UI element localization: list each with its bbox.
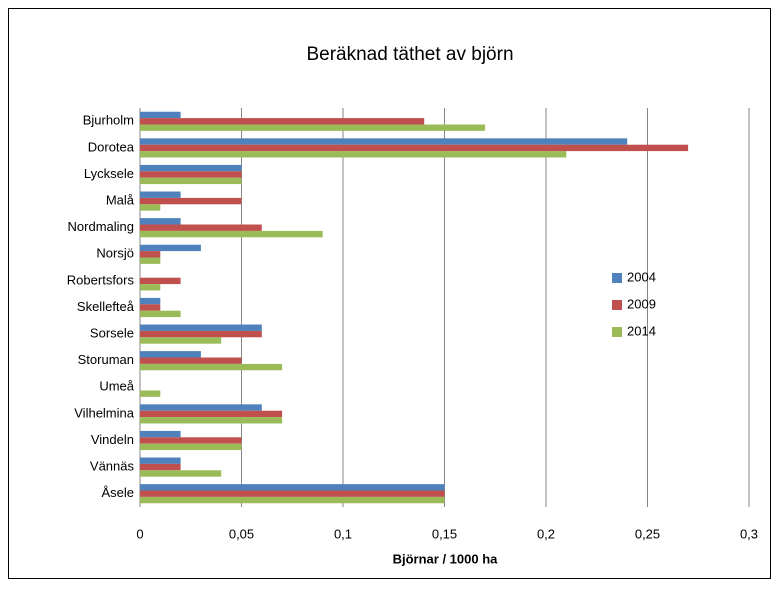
x-tick-label: 0 (136, 526, 143, 541)
bar (140, 230, 323, 238)
bar (140, 151, 567, 158)
legend-label: 2009 (627, 296, 656, 311)
bar (140, 251, 161, 258)
bar (140, 204, 161, 211)
bar (140, 218, 181, 225)
y-tick-label: Malå (106, 193, 135, 208)
bar (140, 297, 161, 305)
bar (140, 496, 445, 504)
chart-border (8, 8, 771, 579)
legend-swatch (612, 273, 622, 283)
bar (140, 363, 283, 371)
y-tick-label: Nordmaling (68, 219, 134, 234)
bar (140, 330, 262, 338)
y-tick-label: Bjurholm (83, 113, 134, 128)
y-tick-label: Storuman (78, 352, 134, 367)
bar (140, 244, 201, 252)
y-tick-label: Vilhelmina (74, 405, 135, 420)
bar (140, 224, 262, 231)
bar (140, 284, 161, 291)
bar (140, 124, 486, 131)
bar (140, 470, 222, 477)
bar (140, 443, 242, 451)
y-tick-label: Vindeln (91, 432, 134, 447)
y-tick-label: Sorsele (90, 326, 134, 341)
x-tick-label: 0,15 (432, 526, 457, 541)
y-tick-label: Umeå (99, 379, 134, 394)
bar (140, 437, 242, 444)
bar (140, 484, 445, 491)
y-tick-label: Norsjö (96, 246, 134, 261)
x-tick-label: 0,3 (740, 526, 758, 541)
bar (140, 463, 181, 471)
bar (140, 118, 425, 125)
y-tick-label: Lycksele (84, 166, 134, 181)
bar (140, 197, 242, 205)
bar (140, 164, 242, 172)
bar (140, 191, 181, 198)
bar (140, 410, 283, 418)
bar (140, 337, 222, 344)
x-axis-label: Björnar / 1000 ha (393, 551, 499, 566)
bar (140, 171, 242, 178)
bar (140, 138, 628, 145)
bar (140, 390, 161, 397)
y-tick-label: Skellefteå (77, 299, 135, 314)
chart-title: Beräknad täthet av björn (306, 44, 513, 65)
bar (140, 490, 445, 497)
bar (140, 351, 201, 358)
bar (140, 257, 161, 264)
y-tick-label: Vännäs (90, 459, 135, 474)
bar (140, 144, 689, 152)
bar (140, 304, 161, 311)
x-tick-label: 0,25 (635, 526, 660, 541)
y-tick-label: Robertsfors (67, 272, 135, 287)
bar (140, 277, 181, 285)
bar (140, 430, 181, 438)
bar (140, 357, 242, 364)
bar (140, 310, 181, 318)
bar (140, 111, 181, 119)
y-tick-label: Dorotea (88, 139, 135, 154)
bar (140, 324, 262, 331)
x-tick-label: 0,05 (229, 526, 254, 541)
x-tick-label: 0,2 (537, 526, 555, 541)
bar (140, 177, 242, 185)
y-tick-label: Åsele (101, 485, 134, 500)
bar (140, 417, 283, 424)
legend-label: 2004 (627, 269, 656, 284)
legend-label: 2014 (627, 323, 656, 338)
bar (140, 404, 262, 411)
bar (140, 457, 181, 464)
legend-swatch (612, 300, 622, 310)
x-tick-label: 0,1 (334, 526, 352, 541)
legend-swatch (612, 327, 622, 337)
